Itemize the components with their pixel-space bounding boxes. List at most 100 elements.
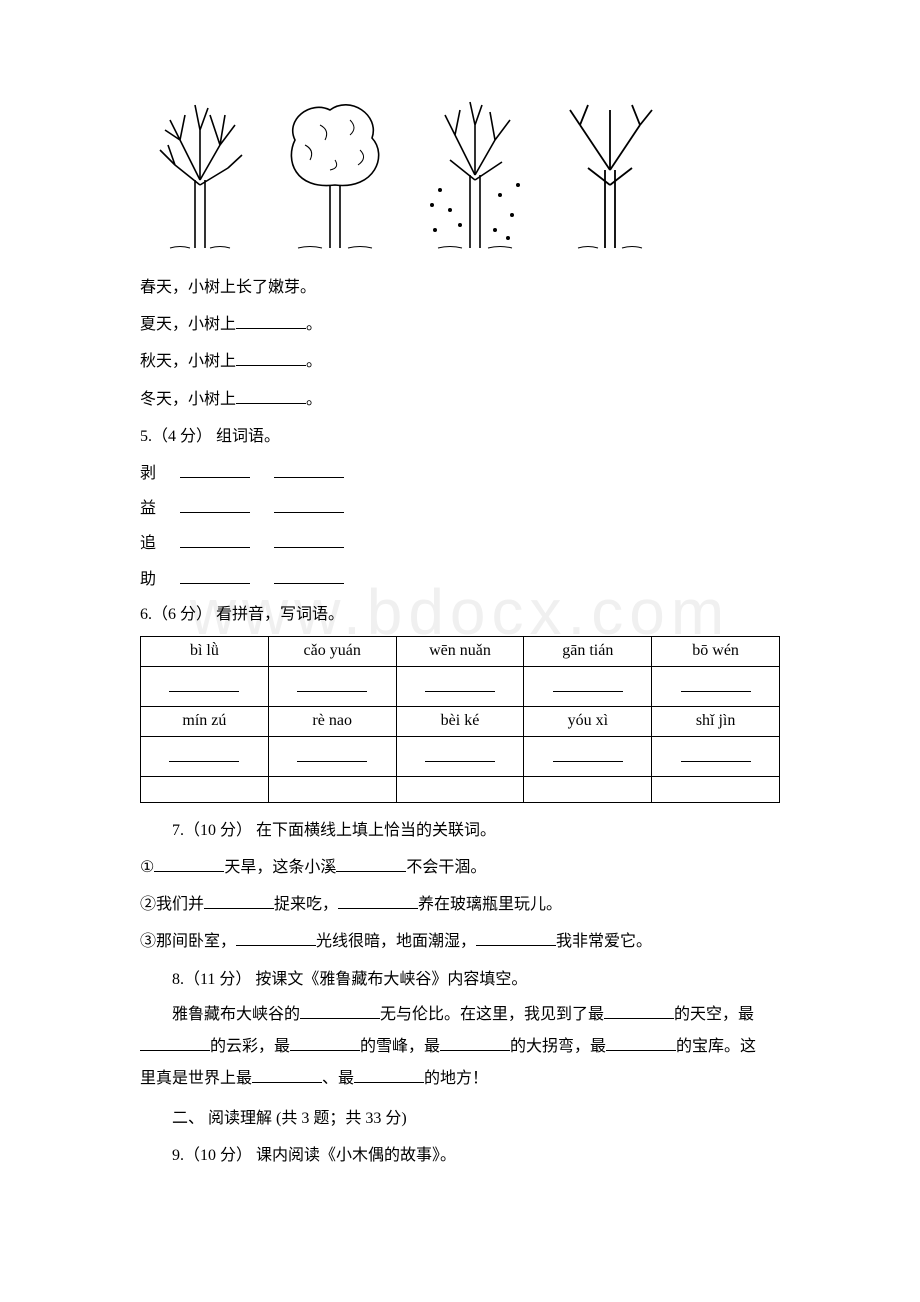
blank — [606, 1035, 676, 1051]
q9-title: 9.（10 分） 课内阅读《小木偶的故事》。 — [140, 1138, 780, 1173]
blank — [252, 1067, 322, 1083]
table-row — [141, 666, 780, 706]
text: 光线很暗，地面潮湿， — [316, 933, 476, 950]
pinyin-cell: shǐ jìn — [652, 706, 780, 736]
tree-winter-icon — [560, 90, 660, 250]
pinyin-cell: gān tián — [524, 636, 652, 666]
blank — [476, 930, 556, 946]
text: 夏天，小树上 — [140, 316, 236, 333]
text: 无与伦比。在这里，我见到了最 — [380, 1006, 604, 1023]
empty-cell — [141, 776, 269, 802]
text: ③那间卧室， — [140, 933, 236, 950]
table-row — [141, 776, 780, 802]
blank-cell — [524, 666, 652, 706]
empty-cell — [268, 776, 396, 802]
text: 的大拐弯，最 — [510, 1038, 606, 1055]
blank-cell — [524, 736, 652, 776]
empty-cell — [396, 776, 524, 802]
pinyin-cell: yóu xì — [524, 706, 652, 736]
blank — [180, 462, 250, 478]
text: 捉来吃， — [274, 896, 338, 913]
char: 助 — [140, 562, 156, 597]
text: 天旱，这条小溪 — [224, 859, 336, 876]
blank — [140, 1035, 210, 1051]
q5-row-3: 助 — [140, 562, 780, 597]
blank — [204, 893, 274, 909]
char: 追 — [140, 526, 156, 561]
empty-cell — [524, 776, 652, 802]
tree-illustrations — [140, 90, 780, 250]
blank — [354, 1067, 424, 1083]
q7-line-3: ③那间卧室，光线很暗，地面潮湿，我非常爱它。 — [140, 924, 780, 959]
q8-title: 8.（11 分） 按课文《雅鲁藏布大峡谷》内容填空。 — [140, 962, 780, 997]
summer-sentence: 夏天，小树上 。 — [140, 307, 780, 342]
blank — [154, 856, 224, 872]
blank — [180, 568, 250, 584]
blank — [180, 532, 250, 548]
pinyin-cell: mín zú — [141, 706, 269, 736]
blank — [274, 497, 344, 513]
text: 。 — [306, 316, 322, 333]
pinyin-cell: cǎo yuán — [268, 636, 396, 666]
page: 春天，小树上长了嫩芽。 夏天，小树上。 秋天，小树上。 冬天，小树上。 5.（4… — [0, 0, 920, 1215]
text: 的宝库。这 — [676, 1038, 756, 1055]
blank-cell — [141, 666, 269, 706]
text: ②我们并 — [140, 896, 204, 913]
blank — [336, 856, 406, 872]
autumn-sentence: 秋天，小树上 。 — [140, 344, 780, 379]
blank-cell — [652, 666, 780, 706]
q7-title: 7.（10 分） 在下面横线上填上恰当的关联词。 — [140, 813, 780, 848]
text: 、最 — [322, 1070, 354, 1087]
text: 养在玻璃瓶里玩儿。 — [418, 896, 562, 913]
text: 的雪峰，最 — [360, 1038, 440, 1055]
table-row: mín zú rè nao bèi ké yóu xì shǐ jìn — [141, 706, 780, 736]
blank — [274, 532, 344, 548]
pinyin-cell: bèi ké — [396, 706, 524, 736]
blank — [290, 1035, 360, 1051]
text: ① — [140, 859, 154, 876]
blank-cell — [268, 736, 396, 776]
blank — [236, 388, 306, 404]
blank — [274, 568, 344, 584]
q5-title: 5.（4 分） 组词语。 — [140, 419, 780, 454]
text: 雅鲁藏布大峡谷的 — [172, 1006, 300, 1023]
blank — [440, 1035, 510, 1051]
winter-sentence: 冬天，小树上。 — [140, 382, 780, 417]
text: 的地方！ — [424, 1070, 488, 1087]
blank — [236, 930, 316, 946]
pinyin-cell: bì lǜ — [141, 636, 269, 666]
pinyin-cell: bō wén — [652, 636, 780, 666]
q6-title: 6.（6 分） 看拼音，写词语。 — [140, 597, 780, 632]
q8-paragraph: 雅鲁藏布大峡谷的 无与伦比。在这里，我见到了最 的天空，最的云彩，最 的雪峰，最 的大拐… — [140, 999, 780, 1095]
blank-cell — [396, 666, 524, 706]
blank — [236, 313, 306, 329]
q5-row-2: 追 — [140, 526, 780, 561]
empty-cell — [652, 776, 780, 802]
table-row — [141, 736, 780, 776]
pinyin-cell: rè nao — [268, 706, 396, 736]
text: 。 — [306, 353, 322, 370]
text: 里真是世界上最 — [140, 1070, 252, 1087]
text: 秋天，小树上 — [140, 353, 236, 370]
q5-row-1: 益 — [140, 491, 780, 526]
text: 。 — [306, 391, 322, 408]
q7-line-1: ① 天旱，这条小溪 不会干涸。 — [140, 850, 780, 885]
text: 的天空，最 — [674, 1006, 754, 1023]
text: 的云彩，最 — [210, 1038, 290, 1055]
blank — [274, 462, 344, 478]
q5-row-0: 剥 — [140, 456, 780, 491]
tree-summer-icon — [280, 90, 390, 250]
section-2-heading: 二、 阅读理解 (共 3 题；共 33 分) — [140, 1101, 780, 1136]
blank — [604, 1003, 674, 1019]
pinyin-table: bì lǜ cǎo yuán wēn nuǎn gān tián bō wén … — [140, 636, 780, 803]
blank-cell — [652, 736, 780, 776]
text: 不会干涸。 — [406, 859, 486, 876]
spring-sentence: 春天，小树上长了嫩芽。 — [140, 270, 780, 305]
blank-cell — [396, 736, 524, 776]
blank — [300, 1003, 380, 1019]
blank — [338, 893, 418, 909]
char: 剥 — [140, 456, 156, 491]
blank-cell — [268, 666, 396, 706]
table-row: bì lǜ cǎo yuán wēn nuǎn gān tián bō wén — [141, 636, 780, 666]
q7-line-2: ②我们并 捉来吃， 养在玻璃瓶里玩儿。 — [140, 887, 780, 922]
